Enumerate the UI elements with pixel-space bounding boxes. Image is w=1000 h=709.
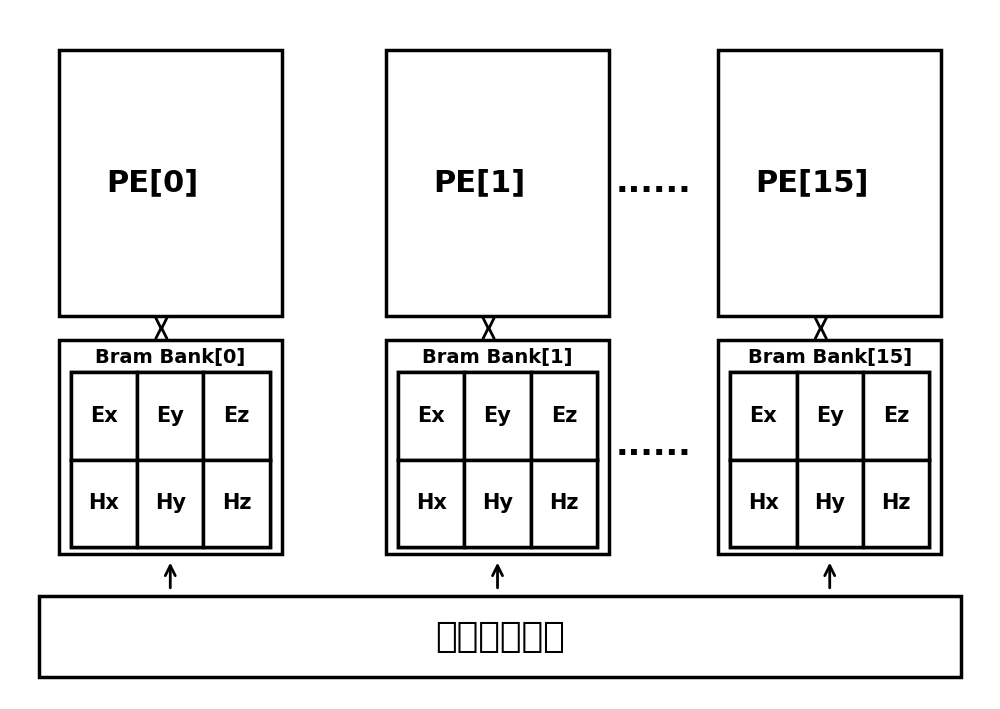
Bar [863,459,929,547]
Text: Ez: Ez [551,406,577,426]
Bar [71,372,137,459]
Bar [464,459,531,547]
Bar [398,372,597,459]
Bar [398,459,597,547]
Bar [39,596,961,677]
Bar [730,372,797,459]
Text: 激励源赋値器: 激励源赋値器 [435,620,565,654]
Bar [59,50,282,316]
Bar [730,459,797,547]
Text: Ex: Ex [90,406,118,426]
Text: Hz: Hz [881,493,911,513]
Text: Ez: Ez [883,406,909,426]
Bar [797,459,863,547]
Bar [464,372,531,459]
Bar [398,459,464,547]
Bar [137,459,203,547]
Bar [203,372,270,459]
Text: ......: ...... [616,167,692,199]
Text: Hx: Hx [416,493,447,513]
Bar [386,50,609,316]
Text: ......: ...... [616,429,692,462]
Text: Ez: Ez [224,406,250,426]
Text: Bram Bank[0]: Bram Bank[0] [95,348,245,367]
Bar [730,372,929,459]
Bar [71,459,270,547]
Text: Hy: Hy [155,493,186,513]
Bar [59,340,282,554]
Bar [531,459,597,547]
Text: Hx: Hx [748,493,779,513]
Bar [531,372,597,459]
Text: Hx: Hx [88,493,119,513]
Bar [386,340,609,554]
Bar [71,459,137,547]
Text: Bram Bank[1]: Bram Bank[1] [422,348,573,367]
Bar [863,372,929,459]
Bar [730,459,929,547]
Text: Ey: Ey [816,406,844,426]
Text: Ey: Ey [156,406,184,426]
Bar [797,372,863,459]
Bar [398,372,464,459]
Text: Ex: Ex [749,406,777,426]
Text: Hz: Hz [222,493,251,513]
Text: PE[1]: PE[1] [434,168,526,197]
Bar [71,372,270,459]
Text: Ex: Ex [417,406,445,426]
Text: PE[0]: PE[0] [106,168,199,197]
Bar [203,459,270,547]
Text: Bram Bank[15]: Bram Bank[15] [748,348,912,367]
Bar [718,50,941,316]
Text: Hz: Hz [549,493,579,513]
Bar [718,340,941,554]
Text: Hy: Hy [814,493,845,513]
Text: Hy: Hy [482,493,513,513]
Text: PE[15]: PE[15] [755,168,869,197]
Bar [137,372,203,459]
Text: Ey: Ey [484,406,511,426]
